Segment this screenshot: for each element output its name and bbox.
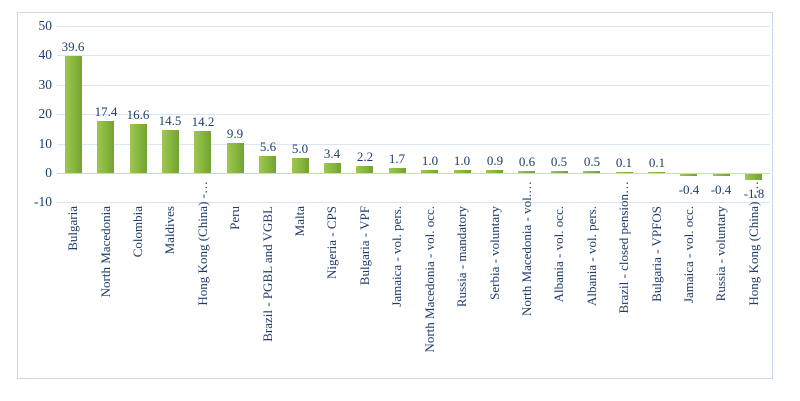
bar-value-label: 16.6 bbox=[126, 107, 150, 122]
gridline bbox=[57, 114, 770, 115]
bar-value-label: 3.4 bbox=[323, 146, 341, 161]
bar bbox=[421, 170, 438, 173]
bar bbox=[616, 172, 633, 173]
bar bbox=[356, 166, 373, 173]
chart-frame-border bbox=[17, 12, 773, 379]
bar-value-label: -1.8 bbox=[743, 186, 765, 201]
y-axis-tick-label: 0 bbox=[45, 165, 52, 180]
bar-value-label: 0.5 bbox=[550, 154, 568, 169]
bar bbox=[486, 170, 503, 173]
category-axis-label: North Macedonia - vol.… bbox=[519, 181, 534, 317]
y-axis-tick-label: 20 bbox=[38, 106, 53, 121]
bar bbox=[713, 174, 730, 176]
bar-value-label: 0.9 bbox=[486, 153, 504, 168]
bar bbox=[551, 171, 568, 173]
bar-value-label: 39.6 bbox=[61, 39, 85, 54]
bar bbox=[97, 121, 114, 173]
bar-value-label: -0.4 bbox=[710, 182, 732, 197]
bar-value-label: 9.9 bbox=[226, 126, 244, 141]
category-axis-label: Albania - vol. pers. bbox=[584, 206, 599, 307]
zero-axis-line bbox=[57, 173, 770, 174]
bar bbox=[259, 156, 276, 173]
gridline bbox=[57, 26, 770, 27]
bar-value-label: 14.2 bbox=[191, 114, 215, 129]
bar bbox=[680, 174, 697, 176]
gridline bbox=[57, 85, 770, 86]
category-axis-label: North Macedonia bbox=[98, 206, 113, 298]
bar bbox=[194, 131, 211, 173]
category-axis-label: Jamaica - vol. occ. bbox=[681, 206, 696, 304]
category-axis-label: North Macedonia - vol. occ. bbox=[422, 206, 437, 353]
bar bbox=[389, 168, 406, 173]
bar-value-label: 1.0 bbox=[421, 153, 439, 168]
bar-value-label: 17.4 bbox=[94, 104, 118, 119]
y-axis-tick-label: 40 bbox=[38, 47, 53, 62]
category-axis-label: Jamaica - vol. pers. bbox=[389, 206, 404, 307]
category-axis-label: Russia - mandatory bbox=[454, 206, 469, 308]
gridline bbox=[57, 144, 770, 145]
gridline bbox=[57, 202, 770, 203]
category-axis-label: Nigeria - CPS bbox=[324, 206, 339, 279]
bar-value-label: 5.6 bbox=[259, 139, 277, 154]
bar bbox=[65, 56, 82, 173]
bar-value-label: 0.6 bbox=[518, 154, 536, 169]
category-axis-label: Brazil - closed pension… bbox=[616, 181, 631, 314]
bar bbox=[324, 163, 341, 173]
bar-value-label: 0.1 bbox=[648, 155, 666, 170]
bar bbox=[745, 174, 762, 180]
category-axis-label: Maldives bbox=[162, 206, 177, 255]
bar-value-label: 0.5 bbox=[583, 154, 601, 169]
category-axis-label: Russia - voluntary bbox=[713, 206, 728, 302]
bar-value-label: 0.1 bbox=[615, 155, 633, 170]
y-axis-tick-label: 10 bbox=[38, 136, 53, 151]
bar-value-label: 1.0 bbox=[453, 153, 471, 168]
category-axis-label: Bulgaria - VPF bbox=[357, 206, 372, 286]
bar bbox=[454, 170, 471, 173]
bar-value-label: 1.7 bbox=[388, 151, 406, 166]
y-axis-tick-label: 30 bbox=[38, 77, 53, 92]
bar-value-label: 2.2 bbox=[356, 149, 374, 164]
gridline bbox=[57, 55, 770, 56]
category-axis-label: Malta bbox=[292, 206, 307, 237]
bar-value-label: -0.4 bbox=[678, 182, 700, 197]
category-axis-label: Peru bbox=[227, 206, 242, 230]
category-axis-label: Brazil - PGBL and VGBL bbox=[260, 206, 275, 342]
y-axis-tick-label: -10 bbox=[34, 194, 52, 209]
category-axis-label: Serbia - voluntary bbox=[487, 206, 502, 300]
bar-value-label: 14.5 bbox=[158, 113, 182, 128]
bar bbox=[518, 171, 535, 173]
category-axis-label: Colombia bbox=[130, 206, 145, 258]
category-axis-label: Albania - vol. occ. bbox=[551, 206, 566, 303]
bar bbox=[162, 130, 179, 173]
category-axis-label: Hong Kong (China) -… bbox=[746, 181, 761, 306]
y-axis-tick-label: 50 bbox=[38, 18, 53, 33]
category-axis-label: Hong Kong (China) -… bbox=[195, 181, 210, 306]
bar bbox=[583, 171, 600, 173]
bar bbox=[227, 143, 244, 173]
category-axis-label: Bulgaria - VPFOS bbox=[649, 206, 664, 302]
bar bbox=[130, 124, 147, 173]
bar bbox=[648, 172, 665, 173]
category-axis-label: Bulgaria bbox=[65, 206, 80, 251]
bar bbox=[292, 158, 309, 173]
bar-value-label: 5.0 bbox=[291, 141, 309, 156]
